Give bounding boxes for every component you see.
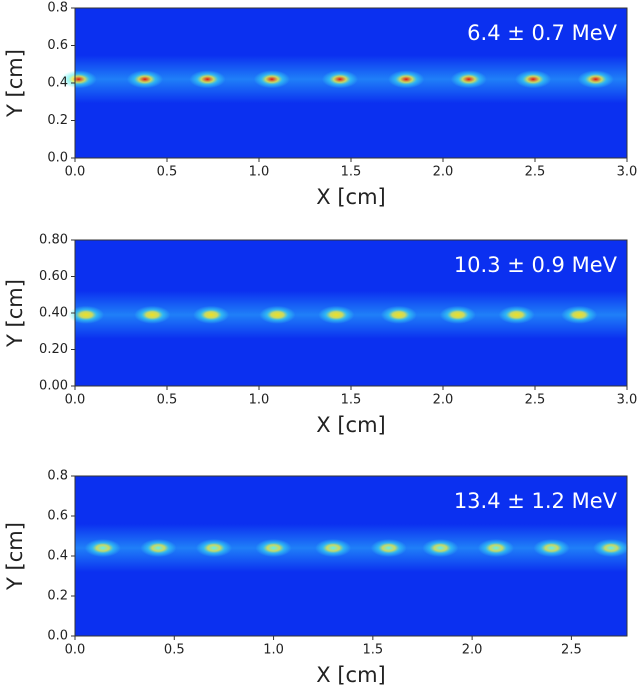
energy-annotation: 10.3 ± 0.9 MeV <box>454 253 618 277</box>
y-tick-label: 0.2 <box>47 113 68 128</box>
beam-spot <box>533 539 570 557</box>
chart-panel: 0.0 0.5 1.0 1.5 2.0 2.5 0.0 0.2 0.4 0.6 0.8 X [cm] Y… <box>3 469 630 687</box>
chart-panel: 0.0 0.5 1.0 1.5 2.0 2.5 3.0 0.00 0.20 0.40 0.60 0.8… <box>3 233 637 438</box>
beam-spot <box>370 539 407 557</box>
x-tick-label: 2.5 <box>525 393 546 408</box>
beam-spot <box>450 70 487 89</box>
x-tick-label: 0.5 <box>157 165 178 180</box>
y-tick-label: 0.80 <box>39 233 68 248</box>
beam-spot <box>321 70 358 89</box>
y-tick-label: 0.6 <box>47 509 68 524</box>
beam-spot <box>253 70 290 89</box>
x-axis-label: X [cm] <box>316 413 385 437</box>
beam-spot <box>498 305 535 324</box>
y-tick-label: 0.40 <box>39 306 68 321</box>
beam-spot <box>515 70 552 89</box>
x-tick-label: 2.0 <box>433 393 454 408</box>
y-tick-label: 0.0 <box>47 151 68 166</box>
y-axis-label: Y [cm] <box>3 522 27 591</box>
beam-spot <box>561 305 598 324</box>
beam-spot <box>84 539 121 557</box>
beam-spot <box>477 539 514 557</box>
x-axis-label: X [cm] <box>316 185 385 209</box>
energy-annotation: 6.4 ± 0.7 MeV <box>467 21 617 45</box>
y-tick-label: 0.60 <box>39 269 68 284</box>
beam-spot <box>126 70 163 89</box>
chart-panel: 0.0 0.5 1.0 1.5 2.0 2.5 3.0 0.0 0.2 0.4 0.6 0.8 X [c… <box>3 1 637 210</box>
beam-spot <box>315 539 352 557</box>
beam-spot <box>189 70 226 89</box>
x-tick-label: 1.0 <box>249 393 270 408</box>
x-tick-label: 0.0 <box>65 643 86 658</box>
energy-annotation: 13.4 ± 1.2 MeV <box>454 489 618 513</box>
beam-spot <box>140 539 177 557</box>
x-tick-label: 1.5 <box>362 643 383 658</box>
y-tick-label: 0.6 <box>47 38 68 53</box>
x-tick-label: 0.5 <box>157 393 178 408</box>
y-tick-label: 0.4 <box>47 76 68 91</box>
y-tick-label: 0.4 <box>47 549 68 564</box>
x-axis-label: X [cm] <box>316 663 385 687</box>
x-tick-label: 2.0 <box>462 643 483 658</box>
beam-spot <box>380 305 417 324</box>
beam-spot <box>593 539 630 557</box>
x-tick-label: 1.5 <box>341 393 362 408</box>
x-tick-label: 1.5 <box>341 165 362 180</box>
beam-spot <box>60 70 97 89</box>
y-tick-label: 0.8 <box>47 469 68 484</box>
x-tick-label: 0.5 <box>164 643 185 658</box>
y-axis-label: Y [cm] <box>3 279 27 348</box>
x-tick-label: 1.0 <box>263 643 284 658</box>
x-tick-label: 2.0 <box>433 165 454 180</box>
x-tick-label: 3.0 <box>617 165 638 180</box>
beam-spot <box>255 539 292 557</box>
y-tick-label: 0.20 <box>39 342 68 357</box>
beam-spot <box>193 305 230 324</box>
beam-spot <box>68 305 105 324</box>
x-tick-label: 2.5 <box>561 643 582 658</box>
beam-spot <box>439 305 476 324</box>
x-tick-label: 2.5 <box>525 165 546 180</box>
beam-spot <box>259 305 296 324</box>
y-axis-label: Y [cm] <box>3 49 27 118</box>
beam-spot <box>388 70 425 89</box>
y-tick-label: 0.2 <box>47 589 68 604</box>
y-tick-label: 0.0 <box>47 629 68 644</box>
beam-spot <box>195 539 232 557</box>
y-tick-label: 0.00 <box>39 379 68 394</box>
beam-spot <box>422 539 459 557</box>
x-tick-label: 1.0 <box>249 165 270 180</box>
x-tick-label: 0.0 <box>65 165 86 180</box>
x-tick-label: 0.0 <box>65 393 86 408</box>
beam-spot <box>318 305 355 324</box>
beam-spot <box>134 305 171 324</box>
beam-spot <box>577 70 614 89</box>
x-tick-label: 3.0 <box>617 393 638 408</box>
y-tick-label: 0.8 <box>47 1 68 16</box>
